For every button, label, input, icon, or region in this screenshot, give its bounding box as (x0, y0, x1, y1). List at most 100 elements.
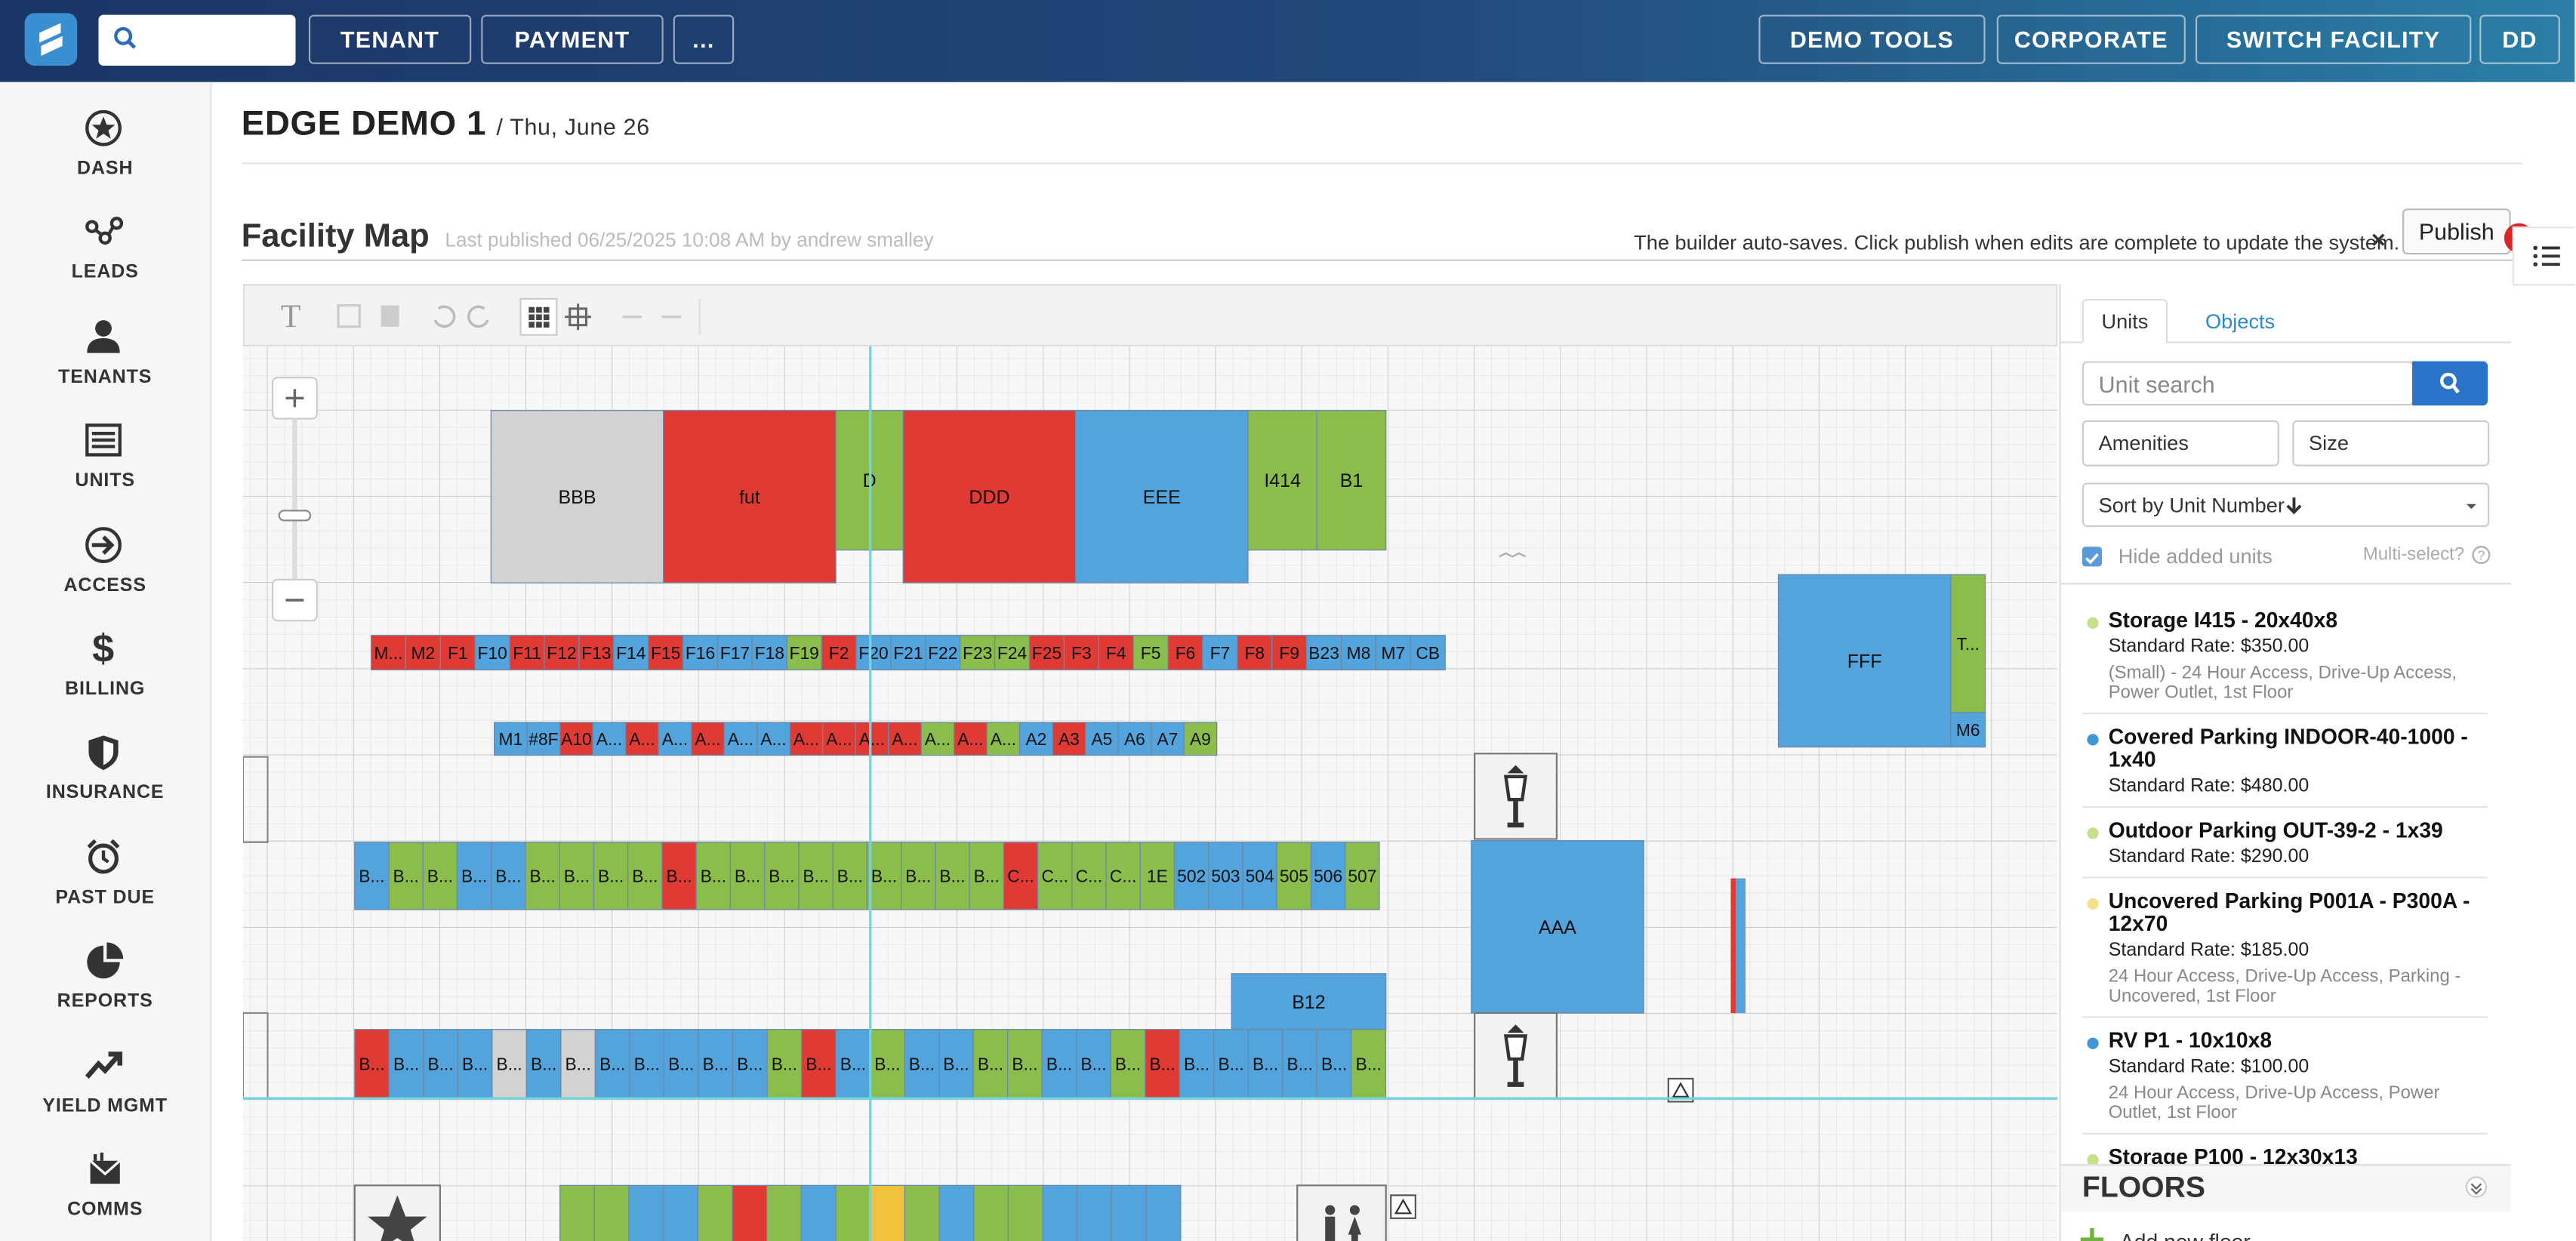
map-unit-label: A9 (1190, 729, 1211, 749)
map-unit-label: F9 (1279, 643, 1299, 663)
map-unit-label: A... (991, 729, 1016, 749)
sidebar-item[interactable]: PAST DUE (0, 839, 210, 907)
map-unit-label: B... (840, 1055, 866, 1074)
nav-button[interactable]: TENANT (308, 14, 472, 64)
map-unit-label: F20 (858, 643, 888, 663)
map-unit (1340, 635, 1377, 671)
unit-rate: Standard Rate: $480.00 (2108, 776, 2309, 796)
text-tool[interactable]: T (280, 298, 301, 335)
sidebar-label: LEADS (71, 263, 139, 283)
unit-list: Storage I415 - 20x40x8 Standard Rate: $35… (2081, 598, 2511, 1165)
sidebar-item[interactable]: $ BILLING (0, 630, 210, 699)
logo[interactable] (24, 13, 78, 66)
hide-added-checkbox[interactable] (2081, 547, 2102, 567)
map-unit (870, 1184, 906, 1241)
map-unit-label: B... (393, 1055, 419, 1074)
sidebar-item[interactable]: UNITS (0, 422, 210, 491)
sidebar-item[interactable]: INSURANCE (0, 734, 210, 803)
map-unit (1183, 722, 1218, 756)
map-unit-label: M8 (1347, 643, 1371, 663)
list-toggle[interactable] (2512, 226, 2575, 286)
unit-item[interactable]: Uncovered Parking P001A - P300A - 12x70 S… (2081, 879, 2488, 1018)
map-unit (821, 635, 857, 671)
sidebar-label: DASH (77, 159, 134, 180)
map-unit (1111, 1184, 1147, 1241)
nav-button[interactable]: DEMO TOOLS (1758, 14, 1986, 64)
map-unit (628, 1184, 664, 1241)
sidebar-item[interactable]: YIELD MGMT (0, 1047, 210, 1116)
map-unit (625, 722, 659, 756)
map-unit (1105, 842, 1141, 910)
search-box[interactable] (98, 14, 296, 66)
list-icon (2533, 245, 2560, 267)
map-unit-label: B... (701, 867, 726, 886)
search-button[interactable] (2412, 361, 2488, 406)
nav-button[interactable]: DD (2479, 14, 2560, 64)
sidebar-icon (85, 1051, 123, 1079)
sidebar-item[interactable]: COMMS (0, 1151, 210, 1220)
sidebar-item[interactable]: LEADS (0, 214, 210, 283)
map-unit (1145, 1184, 1182, 1241)
map-unit (716, 635, 753, 671)
collapse-icon[interactable] (2465, 1175, 2488, 1198)
close-notice[interactable]: × (2371, 226, 2386, 255)
unit-item[interactable]: Storage P100 - 12x30x13Standard Rate: $1… (2082, 1135, 2488, 1165)
sidebar-icon (85, 217, 124, 245)
sort-select[interactable]: Sort by Unit Number (2081, 482, 2490, 528)
map-unit-label: B... (599, 1055, 625, 1074)
map-unit-label: A... (957, 729, 983, 749)
sidebar-label: INSURANCE (45, 784, 165, 804)
map-unit-label: 505 (1280, 867, 1308, 886)
map-unit-label: B... (598, 867, 624, 886)
map-unit (1003, 842, 1039, 910)
map-block-label: fut (739, 487, 760, 508)
unit-item[interactable]: Outdoor Parking OUT-39-2 - 1x39 Standard … (2081, 808, 2488, 879)
unit-item[interactable]: Storage I415 - 20x40x8 Standard Rate: $35… (2081, 598, 2488, 715)
filter-size[interactable]: Size (2292, 420, 2490, 467)
multi-select[interactable]: Multi-select? (2362, 545, 2465, 565)
sidebar-label: UNITS (75, 471, 135, 491)
map-unit (526, 722, 561, 756)
unit-name: Covered Parking INDOOR-40-1000 - 1x40 (2108, 724, 2468, 772)
unit-item[interactable]: RV P1 - 10x10x8 Standard Rate: $100.00 24 … (2081, 1018, 2488, 1135)
date: / Thu, June 26 (496, 113, 650, 140)
facility-map[interactable]: BBBfutDDDDEEEI414B1FFFT...M6AAAB12M...M2… (242, 346, 2058, 1241)
map-unit-label: CB (1416, 643, 1440, 663)
map-unit-label: B... (634, 1055, 660, 1074)
map-unit (1085, 722, 1119, 756)
unit-search[interactable]: Unit search (2081, 361, 2414, 406)
map-unit-label: B... (668, 1055, 694, 1074)
svg-text:?: ? (2478, 548, 2485, 563)
map-unit-label: B... (565, 1055, 591, 1074)
map-unit-label: F17 (720, 643, 750, 663)
unit-name: Uncovered Parking P001A - P300A - 12x70 (2108, 888, 2470, 936)
map-unit (1042, 1184, 1078, 1241)
map-unit (525, 842, 560, 910)
add-floor[interactable]: Add new floor (2120, 1230, 2251, 1241)
sidebar-item[interactable]: TENANTS (0, 319, 210, 387)
map-unit (832, 842, 868, 910)
map-unit-label: B... (1321, 1055, 1347, 1074)
map-unit (578, 635, 615, 671)
map-unit-label: B... (874, 1055, 900, 1074)
tab-objects[interactable]: Objects (2205, 310, 2276, 334)
nav-button[interactable]: CORPORATE (1996, 14, 2186, 64)
map-unit-label: F10 (478, 643, 507, 663)
unit-item[interactable]: Covered Parking INDOOR-40-1000 - 1x40 Sta… (2081, 714, 2488, 808)
nav-button[interactable]: SWITCH FACILITY (2195, 14, 2472, 64)
sidebar-item[interactable]: REPORTS (0, 942, 210, 1012)
sidebar-item[interactable]: DASH (0, 109, 210, 180)
map-unit (1208, 842, 1243, 910)
unit-name: Storage I415 - 20x40x8 (2108, 607, 2338, 633)
filter-amenities[interactable]: Amenities (2081, 420, 2279, 467)
unit-rate: Standard Rate: $100.00 (2108, 1057, 2309, 1077)
sidebar-item[interactable]: ACCESS (0, 526, 210, 596)
zoom-control[interactable] (271, 377, 318, 622)
tab-units[interactable]: Units (2081, 298, 2168, 343)
map-unit-label: M... (374, 643, 402, 663)
publish-button[interactable]: Publish (2402, 208, 2511, 255)
map-unit (729, 842, 766, 910)
nav-button[interactable]: ... (673, 14, 735, 64)
map-unit-label: F12 (547, 643, 576, 663)
nav-button[interactable]: PAYMENT (481, 14, 664, 64)
